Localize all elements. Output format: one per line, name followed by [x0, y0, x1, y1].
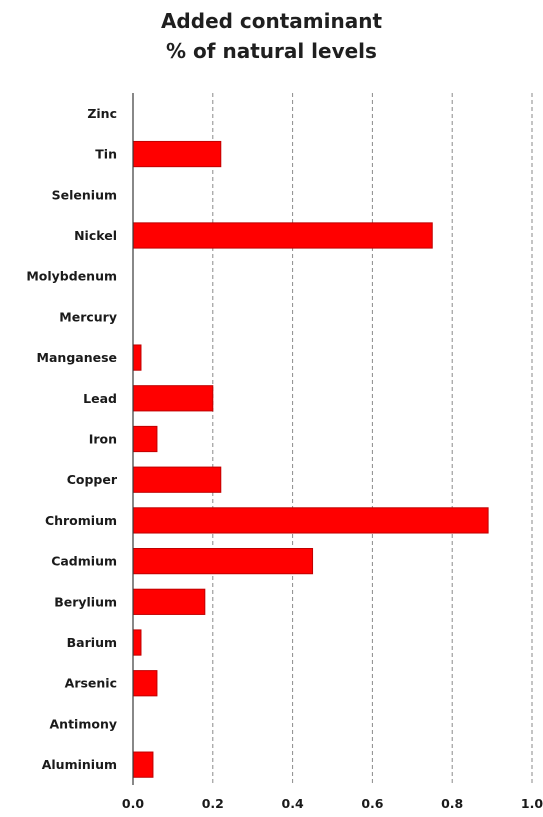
category-label-tin: Tin — [95, 147, 117, 162]
x-tick-label-4: 0.8 — [441, 796, 463, 811]
category-label-mercury: Mercury — [59, 309, 117, 324]
bar-manganese — [132, 344, 142, 371]
category-label-berylium: Berylium — [54, 594, 117, 609]
category-label-aluminium: Aluminium — [42, 757, 117, 772]
bar-chromium — [132, 507, 489, 534]
category-label-lead: Lead — [83, 391, 117, 406]
category-label-chromium: Chromium — [45, 513, 117, 528]
bar-lead — [132, 385, 214, 412]
bar-copper — [132, 466, 222, 493]
x-tick-label-1: 0.2 — [202, 796, 224, 811]
bar-barium — [132, 629, 142, 656]
bar-aluminium — [132, 751, 154, 778]
x-tick-label-3: 0.6 — [361, 796, 383, 811]
category-label-nickel: Nickel — [74, 228, 117, 243]
x-tick-label-0: 0.0 — [122, 796, 144, 811]
bar-berylium — [132, 588, 206, 615]
bar-nickel — [132, 222, 433, 249]
x-tick-label-5: 1.0 — [521, 796, 543, 811]
bar-cadmium — [132, 547, 314, 575]
chart-title-line-1: Added contaminant — [160, 9, 383, 33]
chart-title-line-2: % of natural levels — [166, 39, 377, 63]
category-label-cadmium: Cadmium — [51, 554, 117, 569]
bar-iron — [132, 425, 158, 453]
category-label-manganese: Manganese — [37, 350, 117, 365]
x-tick-label-2: 0.4 — [282, 796, 304, 811]
category-label-copper: Copper — [67, 472, 118, 487]
category-label-iron: Iron — [89, 432, 117, 447]
category-label-arsenic: Arsenic — [65, 676, 117, 691]
category-label-molybdenum: Molybdenum — [26, 269, 117, 284]
category-label-barium: Barium — [67, 635, 117, 650]
bar-arsenic — [132, 670, 158, 697]
category-label-selenium: Selenium — [52, 187, 117, 202]
category-label-antimony: Antimony — [50, 716, 118, 731]
bar-tin — [132, 140, 222, 168]
chart-title: Added contaminant % of natural levels — [0, 6, 543, 66]
category-label-zinc: Zinc — [87, 106, 117, 121]
